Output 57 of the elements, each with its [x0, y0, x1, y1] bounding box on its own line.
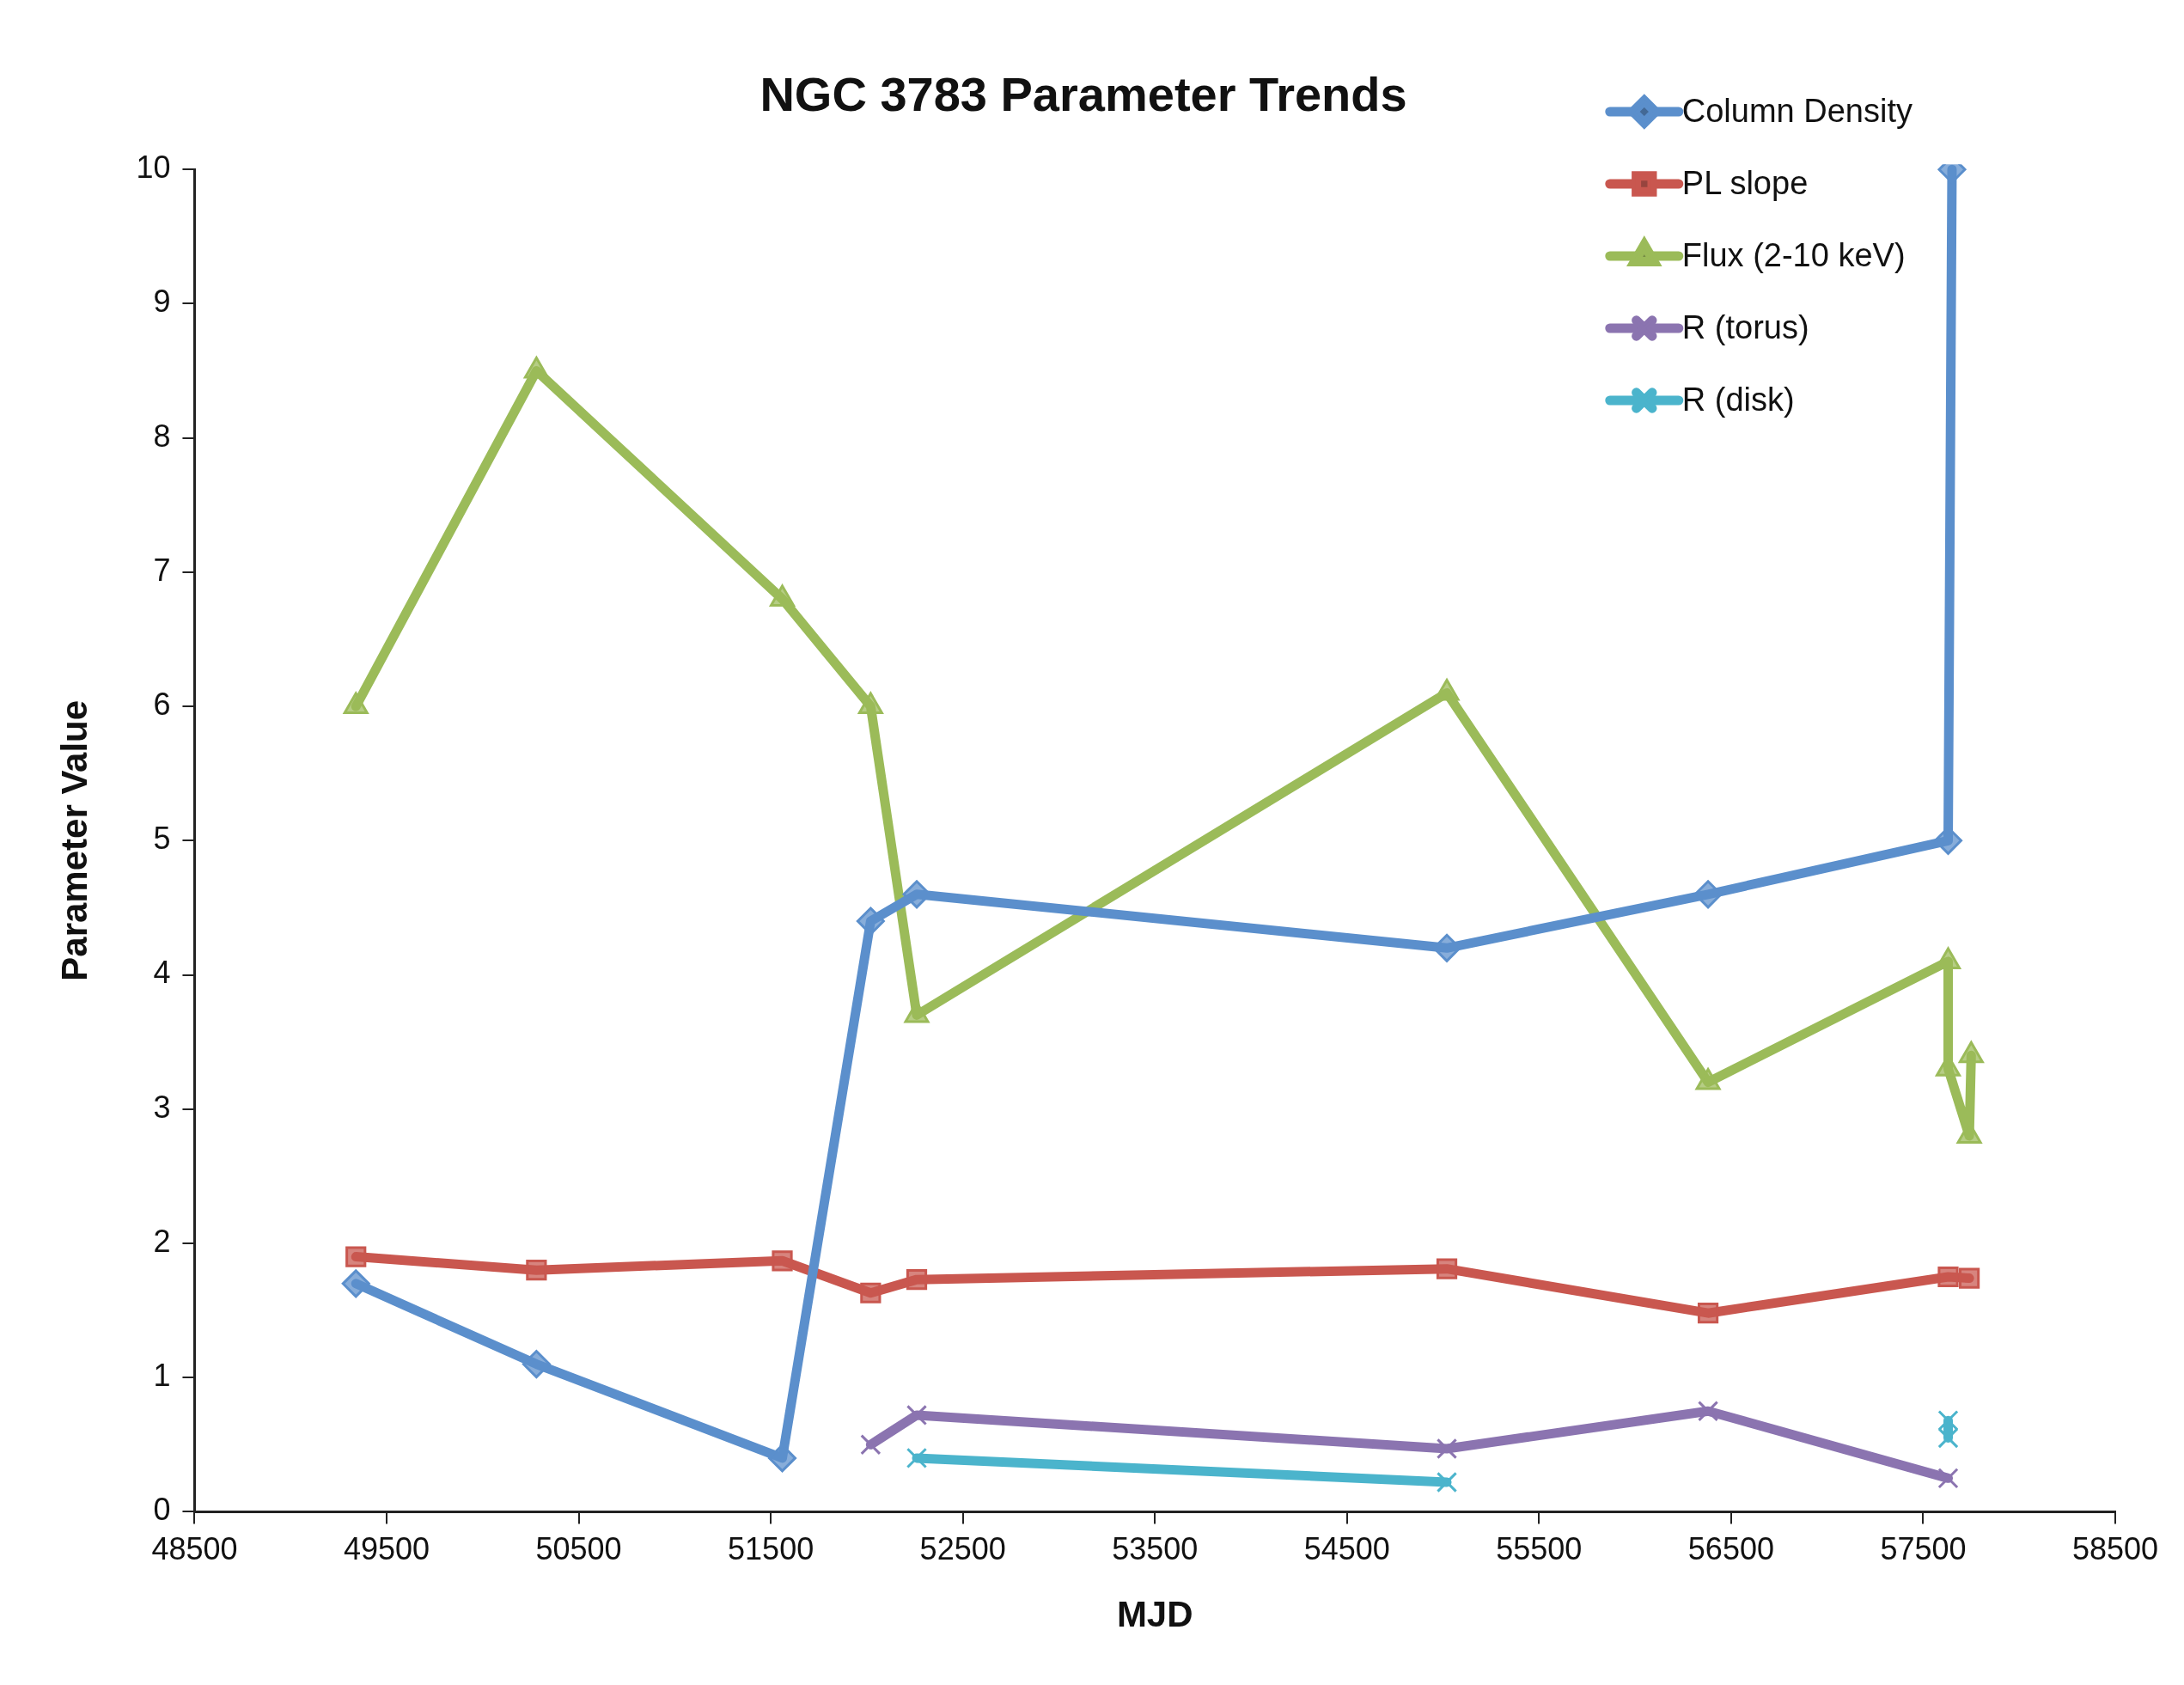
y-tick-label: 1 — [153, 1358, 171, 1394]
point — [768, 1444, 797, 1473]
point — [345, 1246, 367, 1267]
y-tick-label: 4 — [153, 955, 171, 991]
point — [906, 1269, 928, 1291]
point — [906, 1404, 928, 1426]
x-tick-label: 52500 — [919, 1530, 1006, 1566]
point — [772, 1250, 793, 1272]
legend-label: PL slope — [1681, 165, 1809, 202]
point — [523, 357, 549, 379]
point — [1436, 1471, 1458, 1493]
x-tick-label: 58500 — [2071, 1530, 2159, 1566]
x-axis-title: MJD — [1116, 1594, 1193, 1635]
x-tick-label: 49500 — [343, 1530, 430, 1566]
point — [1436, 1258, 1458, 1279]
legend-label: R (torus) — [1681, 309, 1809, 346]
y-tick-label: 9 — [153, 284, 171, 320]
point — [1697, 1401, 1719, 1422]
point — [856, 907, 885, 936]
point — [343, 692, 369, 715]
x-tick-label: 56500 — [1687, 1530, 1774, 1566]
chart-title: NGC 3783 Parameter Trends — [760, 67, 1407, 122]
legend-label: Flux (2-10 keV) — [1681, 237, 1906, 274]
point — [341, 1269, 370, 1298]
point — [906, 1447, 928, 1469]
point — [1436, 1438, 1458, 1460]
x-tick-label: 48500 — [151, 1530, 238, 1566]
y-tick-label: 8 — [153, 418, 171, 454]
point — [1937, 1266, 1959, 1288]
point — [860, 1282, 882, 1303]
point — [902, 880, 931, 909]
y-tick-label: 10 — [136, 150, 171, 186]
legend-label: Column Density — [1681, 93, 1913, 130]
y-tick-label: 2 — [153, 1223, 171, 1259]
x-tick-label: 54500 — [1303, 1530, 1390, 1566]
x-tick-label: 51500 — [728, 1530, 814, 1566]
point — [770, 584, 796, 607]
y-tick-label: 5 — [153, 821, 171, 857]
x-tick-label: 50500 — [535, 1530, 622, 1566]
point — [1693, 880, 1723, 909]
point — [857, 692, 883, 715]
point — [1958, 1267, 1980, 1289]
legend-label: R (disk) — [1681, 382, 1795, 418]
x-tick-label: 57500 — [1880, 1530, 1967, 1566]
point — [860, 1434, 882, 1456]
x-tick-label: 53500 — [1112, 1530, 1199, 1566]
point — [522, 1350, 551, 1379]
y-axis-title: Parameter Value — [53, 699, 95, 981]
x-tick-label: 55500 — [1496, 1530, 1583, 1566]
point — [1432, 933, 1461, 962]
point — [1697, 1303, 1719, 1324]
y-tick-label: 6 — [153, 687, 171, 722]
y-tick-label: 7 — [153, 552, 171, 588]
y-tick-label: 3 — [153, 1089, 171, 1125]
point — [526, 1260, 547, 1281]
point — [1937, 1468, 1959, 1489]
y-tick-label: 0 — [153, 1492, 171, 1528]
